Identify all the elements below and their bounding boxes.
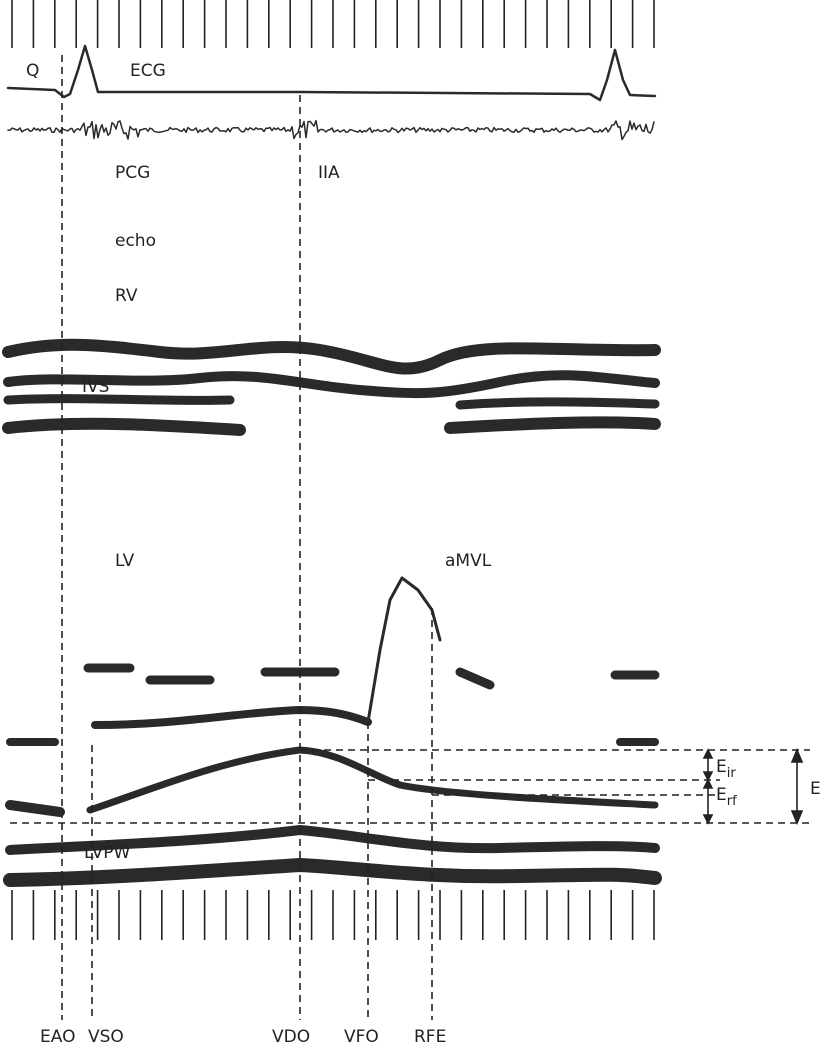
label: PCG (115, 163, 150, 183)
amvl-trace (368, 578, 440, 722)
label: echo (115, 231, 156, 251)
measure-label: Erf (716, 785, 737, 809)
ecg-trace (8, 46, 655, 100)
label: IIA (318, 163, 340, 183)
measure-label: Eir (716, 757, 736, 781)
figure: Q ECG PCG IIA echo RV IVS LV aMVL LVPW E… (0, 0, 826, 1050)
event-label: VDO (272, 1027, 310, 1047)
ivs-mid (8, 399, 655, 405)
rv-wall (8, 345, 655, 369)
ivs-lower (8, 422, 655, 430)
label: Q (26, 61, 39, 81)
label: ECG (130, 61, 166, 81)
event-label: VFO (344, 1027, 379, 1047)
lv-echo-1 (88, 668, 655, 685)
lv-echo-2 (10, 710, 655, 742)
measure-label: E (810, 779, 821, 799)
label: RV (115, 286, 138, 306)
label: LV (115, 551, 135, 571)
lvpw-epi (10, 865, 655, 880)
label: IVS (82, 377, 109, 397)
event-label: RFE (414, 1027, 446, 1047)
pcg-trace (8, 121, 654, 140)
event-label: VSO (88, 1027, 124, 1047)
label: LVPW (84, 843, 130, 863)
event-label: EAO (40, 1027, 75, 1047)
label: aMVL (445, 551, 492, 571)
recording (8, 46, 810, 1020)
labels: Q ECG PCG IIA echo RV IVS LV aMVL LVPW E… (26, 61, 821, 1047)
